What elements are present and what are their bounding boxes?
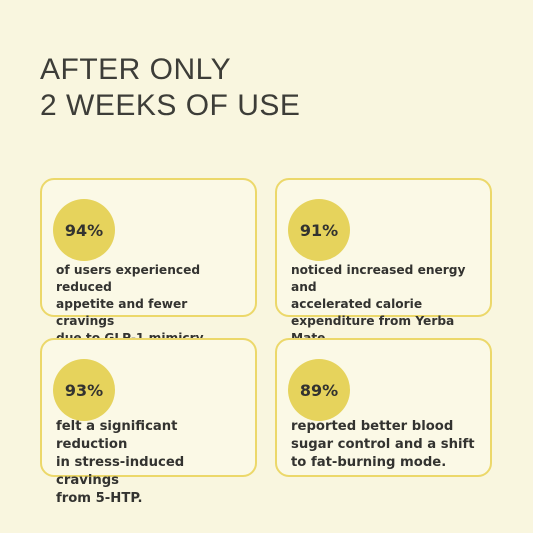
headline: AFTER ONLY 2 WEEKS OF USE [40, 52, 300, 124]
stat-value-badge: 94% [53, 199, 115, 261]
stat-card-2: 91% noticed increased energy and acceler… [275, 178, 492, 345]
stat-card-4: 89% reported better blood sugar control … [275, 338, 492, 477]
stat-description-line: of users experienced reduced [56, 263, 201, 294]
stat-description: noticed increased energy and accelerated… [291, 262, 482, 347]
stat-description: of users experienced reduced appetite an… [56, 262, 247, 347]
stat-description: reported better blood sugar control and … [291, 418, 482, 472]
stat-value-badge: 91% [288, 199, 350, 261]
stat-card-1: 94% of users experienced reduced appetit… [40, 178, 257, 345]
stat-value-badge: 89% [288, 359, 350, 421]
stat-description-line: noticed increased energy and [291, 263, 466, 294]
stat-description: felt a significant reduction in stress-i… [56, 418, 247, 508]
stat-description-line: appetite and fewer cravings [56, 297, 188, 328]
stat-description-line: from 5-HTP. [56, 491, 143, 506]
stat-description-line: accelerated calorie [291, 297, 423, 311]
stat-description-line: felt a significant reduction [56, 419, 178, 452]
stat-description-line: sugar control and a shift [291, 437, 475, 452]
stat-description-line: to fat-burning mode. [291, 455, 447, 470]
stat-description-line: reported better blood [291, 419, 454, 434]
stat-card-3: 93% felt a significant reduction in stre… [40, 338, 257, 506]
headline-line-1: AFTER ONLY [40, 53, 232, 86]
headline-line-2: 2 WEEKS OF USE [40, 89, 301, 122]
stat-description-line: in stress-induced cravings [56, 455, 185, 488]
stat-value-badge: 93% [53, 359, 115, 421]
